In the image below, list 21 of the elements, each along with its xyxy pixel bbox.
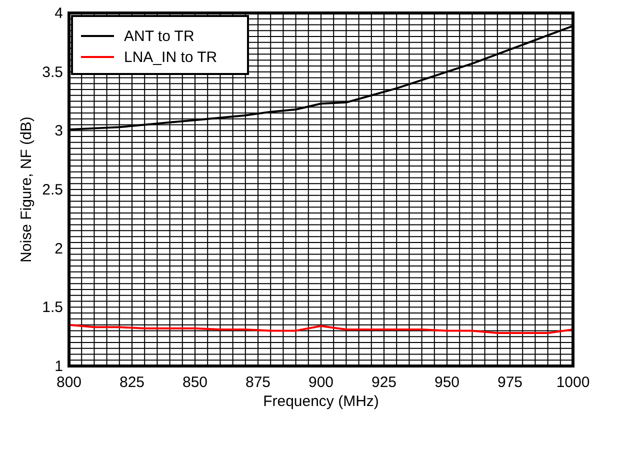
x-tick-label: 1000 <box>556 374 590 391</box>
y-tick-label: 4 <box>54 5 63 22</box>
legend-label: LNA_IN to TR <box>124 49 218 66</box>
y-tick-label: 1 <box>54 358 63 375</box>
legend-label: ANT to TR <box>124 28 194 45</box>
x-tick-label: 900 <box>308 374 334 391</box>
x-tick-label: 875 <box>245 374 271 391</box>
y-tick-label: 1.5 <box>42 299 63 316</box>
x-tick-label: 925 <box>371 374 397 391</box>
x-tick-label: 975 <box>497 374 523 391</box>
x-axis-title: Frequency (MHz) <box>263 393 379 410</box>
y-tick-label: 3.5 <box>42 64 63 81</box>
y-tick-label: 2 <box>54 240 63 258</box>
x-tick-label: 850 <box>182 374 208 391</box>
x-tick-label: 950 <box>434 374 460 391</box>
x-tick-label: 800 <box>56 374 82 391</box>
y-axis-title: Noise Figure, NF (dB) <box>18 116 35 262</box>
line-series <box>68 324 574 334</box>
x-tick-label: 825 <box>119 374 145 391</box>
y-tick-label: 3 <box>54 122 63 140</box>
y-tick-label: 2.5 <box>42 182 63 198</box>
